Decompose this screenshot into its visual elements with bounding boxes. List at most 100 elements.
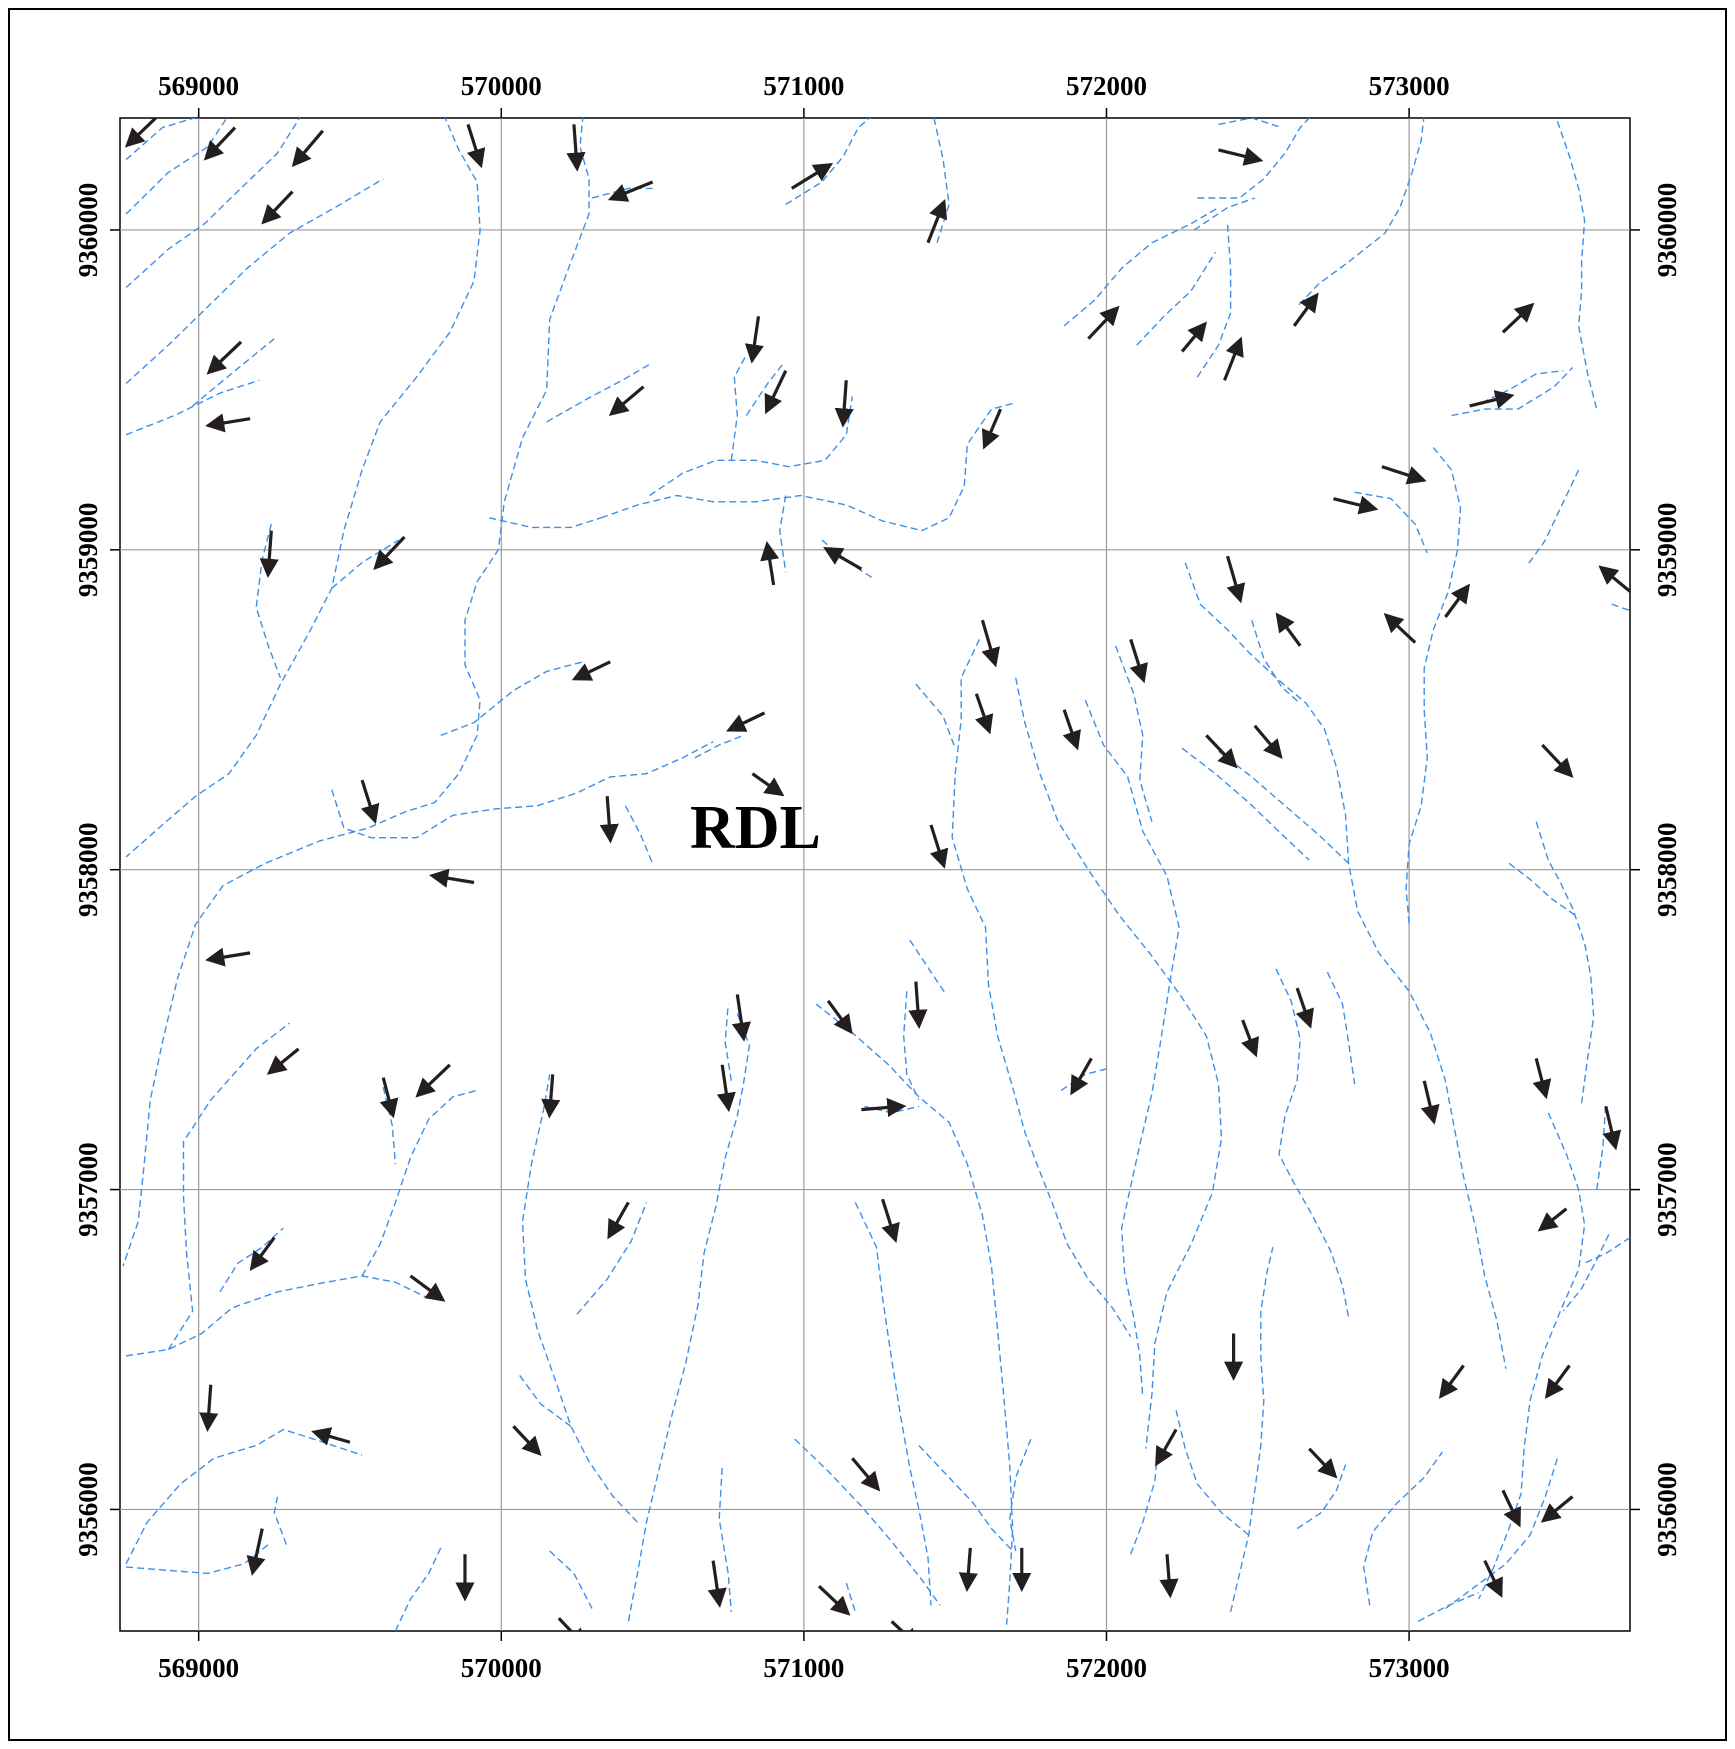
drainage-line [1063, 206, 1219, 327]
flow-arrow [373, 535, 406, 571]
flow-arrow [1292, 292, 1319, 327]
drainage-line [694, 734, 744, 759]
drainage-line [730, 354, 748, 461]
drainage-line [546, 363, 650, 423]
drainage-line [918, 1445, 1014, 1552]
flow-arrow [744, 316, 764, 364]
flow-arrow [1223, 336, 1244, 381]
flow-arrow [834, 380, 854, 428]
drainage-line [1362, 1451, 1443, 1606]
flow-arrow [1381, 465, 1427, 485]
flow-arrow [981, 408, 1003, 450]
drainage-line [1114, 645, 1153, 822]
drainage-line [1175, 1410, 1250, 1536]
flow-arrow [466, 123, 486, 169]
flow-arrow [205, 413, 251, 433]
flow-arrow [823, 546, 863, 571]
drainage-line [518, 1374, 572, 1427]
northing-label-left-2: 9358000 [73, 822, 103, 917]
flow-arrow [790, 162, 833, 190]
drainage-line [273, 1496, 288, 1545]
northing-labels-left: 9360000 9359000 9358000 9357000 9356000 [73, 183, 103, 1557]
flow-arrow [409, 1274, 446, 1302]
northing-label-left-3: 9357000 [73, 1142, 103, 1237]
flow-arrow [1537, 1207, 1568, 1232]
drainage-line [794, 1438, 941, 1606]
drainage-line [854, 1202, 932, 1606]
flow-arrow [1225, 555, 1246, 604]
drainage-line [1009, 1438, 1032, 1552]
drainage-line [649, 396, 853, 497]
drainage-line [1184, 562, 1507, 1369]
drainage-line [125, 1275, 430, 1357]
flow-arrow [557, 1617, 587, 1631]
drainage-line [1218, 118, 1283, 129]
flow-arrow [1040, 1637, 1049, 1669]
drainage-line [951, 639, 1132, 1338]
drainage-line [745, 363, 784, 416]
drainage-line [1562, 1234, 1610, 1312]
drainage-line [255, 524, 282, 679]
drainage-line [1296, 118, 1425, 308]
flow-arrow [607, 180, 654, 202]
drainage-line [718, 1467, 732, 1612]
easting-label-top-1: 570000 [461, 71, 542, 101]
drainage-line [1556, 120, 1598, 410]
flow-arrow [311, 1427, 351, 1446]
flow-arrow [1295, 987, 1314, 1029]
flow-arrow [1333, 495, 1379, 515]
drainage-line [125, 118, 301, 289]
northing-label-right-3: 9357000 [1652, 1142, 1682, 1237]
easting-label-top-3: 572000 [1066, 71, 1147, 101]
outer-frame [8, 8, 1727, 1741]
flow-arrow [751, 772, 785, 797]
flow-arrow [429, 868, 475, 888]
drainage-line [1478, 1112, 1586, 1600]
flow-arrow [826, 999, 853, 1035]
flow-arrow [716, 1064, 736, 1113]
coordinate-grid [110, 108, 1640, 1641]
flow-arrow [731, 994, 751, 1042]
drainage-line [125, 118, 228, 215]
drainage-line [815, 1003, 1014, 1625]
northing-label-left-4: 9356000 [73, 1462, 103, 1557]
northing-label-right-1: 9359000 [1652, 503, 1682, 598]
drainage-line [1181, 747, 1310, 861]
flow-arrow [259, 530, 279, 578]
flow-arrow [929, 824, 949, 869]
drainage-line [125, 1428, 363, 1565]
flow-arrow [1469, 390, 1515, 409]
flow-arrow [1129, 638, 1148, 684]
drainage-line [361, 1089, 478, 1277]
drainage-line [125, 379, 260, 436]
drainage-line [627, 1013, 751, 1622]
map-frame [119, 117, 1631, 1632]
drainage-line [1417, 1591, 1479, 1623]
easting-label-top-0: 569000 [158, 71, 239, 101]
flow-arrow [392, 1637, 398, 1675]
northing-label-left-0: 9360000 [73, 183, 103, 278]
flow-arrow [861, 1097, 907, 1118]
drainage-line [779, 495, 787, 573]
drainage-line [126, 1544, 269, 1575]
easting-labels-top: 569000 570000 571000 572000 573000 [158, 71, 1449, 101]
flow-arrow [881, 1198, 900, 1244]
drainage-line [1193, 197, 1256, 231]
easting-label-bottom-2: 571000 [763, 1653, 844, 1683]
drainage-line [915, 683, 956, 749]
flow-arrow [760, 540, 780, 586]
drainage-line [1326, 971, 1356, 1085]
drainage-line [1251, 619, 1301, 704]
flow-arrow [958, 1547, 978, 1592]
drainage-line [1451, 367, 1574, 417]
flow-arrow [890, 1620, 921, 1631]
easting-label-top-4: 573000 [1369, 71, 1450, 101]
easting-label-bottom-0: 569000 [158, 1653, 239, 1683]
easting-label-bottom-4: 573000 [1369, 1653, 1450, 1683]
drainage-line [125, 118, 197, 161]
drainage-line [785, 118, 871, 205]
flow-arrow [926, 199, 948, 244]
flow-arrow [1070, 1057, 1093, 1096]
flow-arrow [851, 1457, 881, 1492]
flow-arrow [726, 711, 766, 732]
